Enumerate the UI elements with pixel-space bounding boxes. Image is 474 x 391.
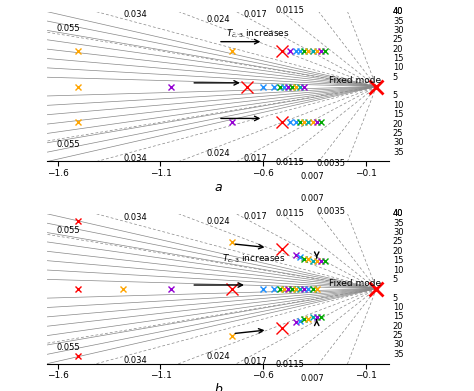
Text: 0.024: 0.024 [206, 352, 230, 361]
Text: 0.034: 0.034 [124, 11, 148, 20]
Text: 0.024: 0.024 [206, 15, 230, 24]
Text: $T_{c,3}$ increases: $T_{c,3}$ increases [226, 28, 290, 40]
Text: 10: 10 [393, 303, 403, 312]
Text: 25: 25 [393, 35, 403, 44]
Text: Fixed mode: Fixed mode [329, 77, 381, 86]
Text: 0.024: 0.024 [206, 217, 230, 226]
Text: 0.007: 0.007 [301, 194, 325, 203]
Text: 30: 30 [393, 228, 403, 237]
Text: 0.055: 0.055 [56, 140, 80, 149]
Text: 0.007: 0.007 [301, 375, 325, 384]
Text: 5: 5 [393, 73, 398, 82]
Text: 25: 25 [393, 331, 403, 340]
Text: 30: 30 [393, 341, 403, 350]
Text: 35: 35 [393, 148, 403, 157]
Text: 0.034: 0.034 [124, 154, 148, 163]
Text: 10: 10 [393, 265, 403, 274]
Text: 35: 35 [393, 219, 403, 228]
Text: 0.017: 0.017 [243, 357, 267, 366]
Text: 0.055: 0.055 [56, 24, 80, 33]
Text: 10: 10 [393, 101, 403, 110]
Text: 5: 5 [393, 91, 398, 100]
Text: 5: 5 [393, 275, 398, 284]
Text: 40: 40 [393, 210, 403, 219]
Text: 0.0115: 0.0115 [275, 158, 304, 167]
Text: 0.055: 0.055 [56, 226, 80, 235]
Text: 0.055: 0.055 [56, 343, 80, 352]
Text: 25: 25 [393, 129, 403, 138]
Text: 30: 30 [393, 26, 403, 35]
Text: 0.017: 0.017 [243, 154, 267, 163]
Text: b: b [214, 383, 222, 391]
Text: 0.0115: 0.0115 [275, 360, 304, 369]
Text: 0.007: 0.007 [301, 172, 325, 181]
Text: 15: 15 [393, 312, 403, 321]
Text: 30: 30 [393, 138, 403, 147]
Text: a: a [214, 181, 222, 194]
Text: 20: 20 [393, 120, 403, 129]
Text: 25: 25 [393, 237, 403, 246]
Text: 35: 35 [393, 350, 403, 359]
Text: 40: 40 [393, 7, 403, 16]
Text: 0.017: 0.017 [243, 212, 267, 221]
Text: 0.034: 0.034 [124, 356, 148, 365]
Text: 40: 40 [393, 7, 403, 16]
Text: 0.017: 0.017 [243, 10, 267, 19]
Text: 0.007: 0.007 [301, 0, 325, 1]
Text: $T_{c,3}$ increases: $T_{c,3}$ increases [222, 253, 286, 265]
Text: 0.0115: 0.0115 [275, 6, 304, 15]
Text: 0.034: 0.034 [124, 213, 148, 222]
Text: 0.0035: 0.0035 [317, 207, 346, 216]
Text: 15: 15 [393, 54, 403, 63]
Text: 15: 15 [393, 110, 403, 119]
Text: 15: 15 [393, 256, 403, 265]
Text: Fixed mode: Fixed mode [329, 279, 381, 288]
Text: 0.024: 0.024 [206, 149, 230, 158]
Text: 40: 40 [393, 210, 403, 219]
Text: 20: 20 [393, 322, 403, 331]
Text: 0.0115: 0.0115 [275, 208, 304, 218]
Text: 5: 5 [393, 294, 398, 303]
Text: 10: 10 [393, 63, 403, 72]
Text: 35: 35 [393, 16, 403, 25]
Text: 20: 20 [393, 45, 403, 54]
Text: 0.0035: 0.0035 [317, 159, 346, 168]
Text: 20: 20 [393, 247, 403, 256]
